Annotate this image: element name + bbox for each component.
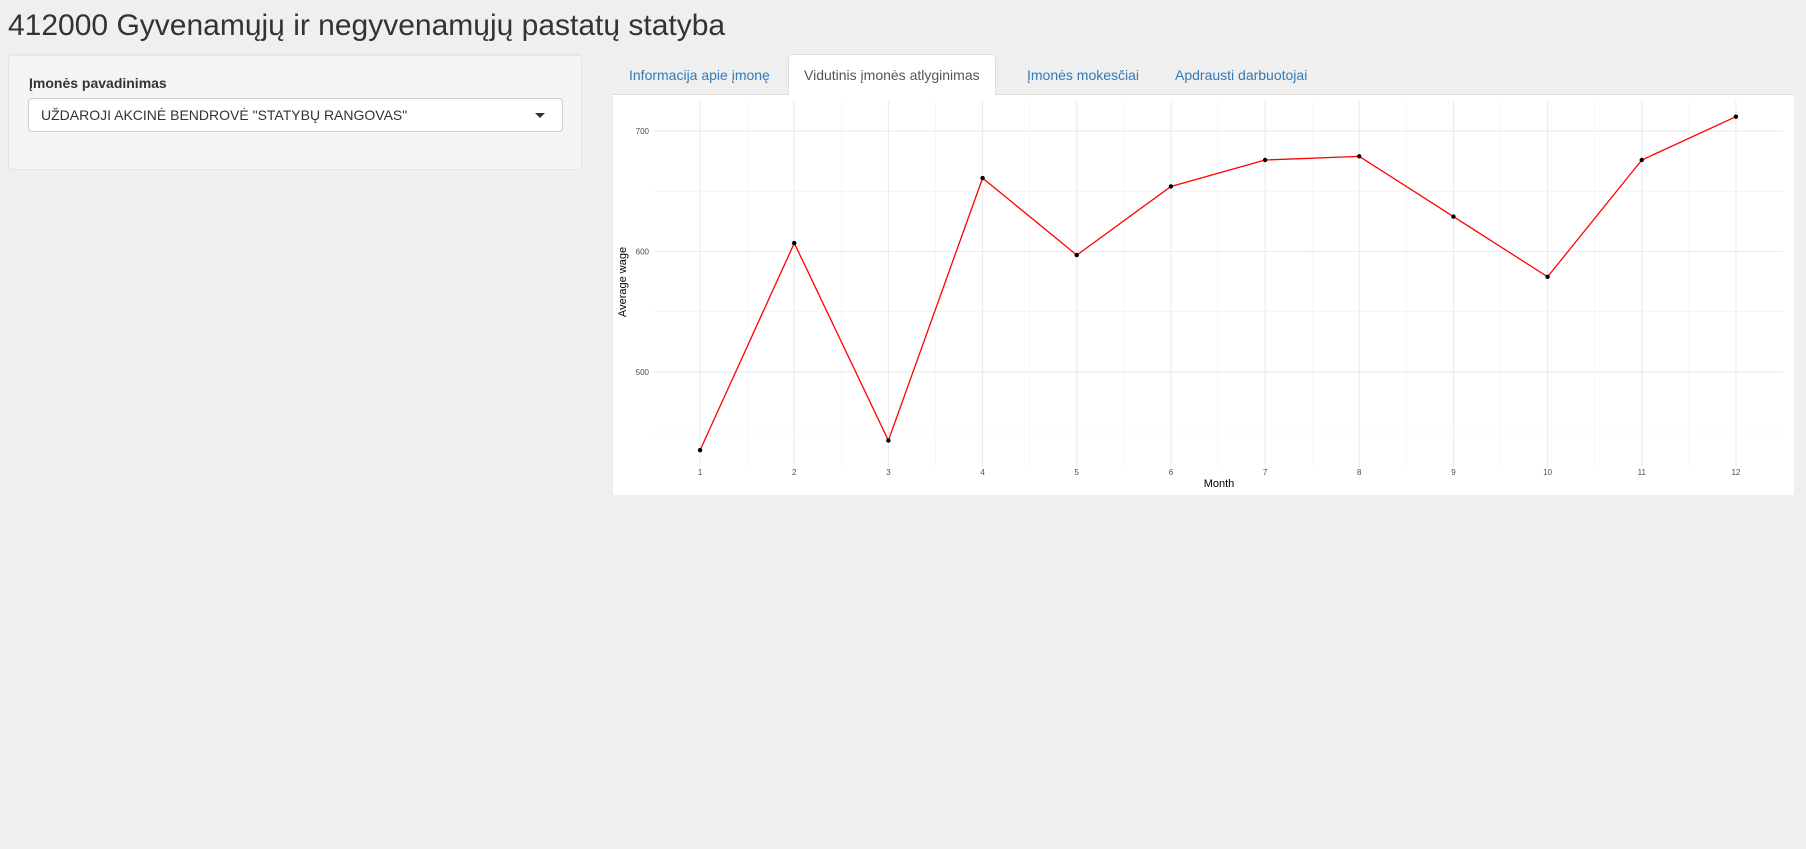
data-point — [980, 175, 985, 181]
y-tick-labels: 500 600 700 — [636, 127, 650, 377]
data-point — [1074, 252, 1079, 258]
x-tick-label: 4 — [980, 468, 985, 477]
x-tick-label: 7 — [1263, 468, 1268, 477]
series-average-wage — [697, 114, 1739, 453]
company-select-value: UŽDAROJI AKCINĖ BENDROVĖ "STATYBŲ RANGOV… — [41, 107, 408, 123]
y-tick-label: 500 — [636, 368, 650, 377]
data-point — [792, 240, 797, 246]
caret-down-icon[interactable] — [535, 113, 545, 118]
tab-insured-employees[interactable]: Apdrausti darbuotojai — [1175, 67, 1308, 83]
grid-major — [653, 101, 1783, 467]
grid-minor — [653, 101, 1783, 467]
y-tick-label: 700 — [636, 127, 650, 136]
tab-average-wage[interactable]: Vidutinis įmonės atlyginimas — [788, 54, 996, 96]
data-point — [1451, 214, 1456, 219]
x-tick-label: 6 — [1169, 468, 1174, 477]
tab-company-taxes[interactable]: Įmonės mokesčiai — [1027, 67, 1140, 83]
data-point — [1545, 274, 1550, 279]
x-tick-label: 12 — [1731, 468, 1740, 477]
y-tick-label: 600 — [636, 247, 650, 256]
data-point — [1733, 114, 1739, 119]
data-point — [1168, 184, 1174, 189]
company-select[interactable]: UŽDAROJI AKCINĖ BENDROVĖ "STATYBŲ RANGOV… — [28, 98, 563, 132]
chart-panel: 500 600 700 1 2 3 4 5 6 7 8 9 10 11 12 Month Average … — [613, 95, 1794, 495]
tab-bar: Informacija apie įmonę Vidutinis įmonės … — [613, 54, 1794, 96]
x-tick-label: 2 — [792, 468, 797, 477]
data-point — [1357, 154, 1362, 159]
x-tick-labels: 1 2 3 4 5 6 7 8 9 10 11 12 — [698, 468, 1741, 477]
x-tick-label: 8 — [1357, 468, 1362, 477]
company-select-label: Įmonės pavadinimas — [29, 75, 167, 91]
y-axis-title: Average wage — [617, 247, 629, 317]
tab-company-info[interactable]: Informacija apie įmonę — [629, 67, 770, 83]
series-line — [699, 116, 1737, 451]
x-tick-label: 3 — [886, 468, 891, 477]
x-axis-title: Month — [1204, 478, 1235, 490]
data-point — [886, 438, 891, 443]
data-point — [697, 447, 703, 453]
data-point — [1639, 157, 1644, 163]
x-tick-label: 5 — [1075, 468, 1080, 477]
data-point — [1262, 157, 1268, 163]
x-tick-label: 9 — [1451, 468, 1456, 477]
x-tick-label: 11 — [1638, 468, 1647, 477]
x-tick-label: 1 — [698, 468, 703, 477]
page-title: 412000 Gyvenamųjų ir negyvenamųjų pastat… — [8, 9, 726, 42]
sidebar-panel: Įmonės pavadinimas UŽDAROJI AKCINĖ BENDR… — [8, 54, 582, 170]
x-tick-label: 10 — [1543, 468, 1552, 477]
